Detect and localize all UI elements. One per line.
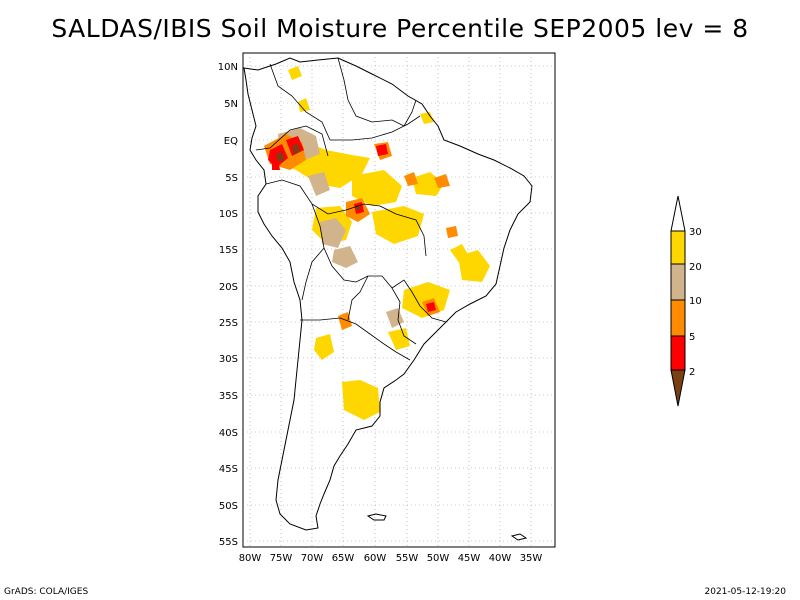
- lat-label: 5N: [224, 99, 238, 110]
- legend-label: 5: [689, 332, 695, 343]
- lat-label: 20S: [219, 282, 238, 293]
- lat-label: 15S: [219, 245, 238, 256]
- lon-label: 45W: [458, 553, 481, 564]
- legend-box-30: [670, 230, 686, 265]
- lat-label: EQ: [224, 136, 238, 147]
- lon-label: 40W: [489, 553, 512, 564]
- lon-label: 55W: [396, 553, 419, 564]
- lat-label: 35S: [219, 391, 238, 402]
- legend-label: 10: [689, 296, 702, 307]
- shading-brown: [276, 144, 360, 210]
- legend-arrow-top: [670, 195, 686, 232]
- lat-label: 40S: [219, 428, 238, 439]
- longitude-labels: 80W 75W 70W 65W 60W 55W 50W 45W 40W 35W: [239, 553, 543, 564]
- lat-label: 25S: [219, 318, 238, 329]
- legend-label: 2: [689, 367, 695, 378]
- lat-label: 5S: [225, 173, 238, 184]
- lon-label: 65W: [332, 553, 355, 564]
- south-america-outline: [243, 57, 533, 531]
- lat-label: 10N: [218, 62, 238, 73]
- island-ne: [510, 533, 528, 541]
- country-borders: [255, 57, 447, 361]
- lon-label: 35W: [520, 553, 543, 564]
- legend-box-10: [670, 299, 686, 337]
- lat-label: 10S: [219, 209, 238, 220]
- lat-label: 55S: [219, 537, 238, 548]
- legend-box-20: [670, 263, 686, 301]
- lat-label: 30S: [219, 354, 238, 365]
- lon-label: 75W: [270, 553, 293, 564]
- coastline: [243, 57, 533, 541]
- legend-label: 30: [689, 227, 702, 238]
- latitude-labels: 10N 5N EQ 5S 10S 15S 20S 25S 30S 35S 40S…: [218, 62, 238, 548]
- lon-label: 70W: [301, 553, 324, 564]
- legend-box-5: [670, 335, 686, 371]
- lat-label: 45S: [219, 464, 238, 475]
- legend-arrow-bottom: [670, 369, 686, 407]
- footer-credit: GrADS: COLA/IGES: [4, 587, 89, 597]
- legend-label: 20: [689, 262, 702, 273]
- map-title: SALDAS/IBIS Soil Moisture Percentile SEP…: [51, 14, 749, 43]
- lon-label: 50W: [427, 553, 450, 564]
- lat-label: 50S: [219, 501, 238, 512]
- lon-label: 80W: [239, 553, 262, 564]
- color-legend: 30 20 10 5 2: [670, 195, 702, 407]
- footer-timestamp: 2021-05-12-19:20: [704, 587, 787, 597]
- lon-label: 60W: [364, 553, 387, 564]
- falkland-islands: [366, 513, 387, 521]
